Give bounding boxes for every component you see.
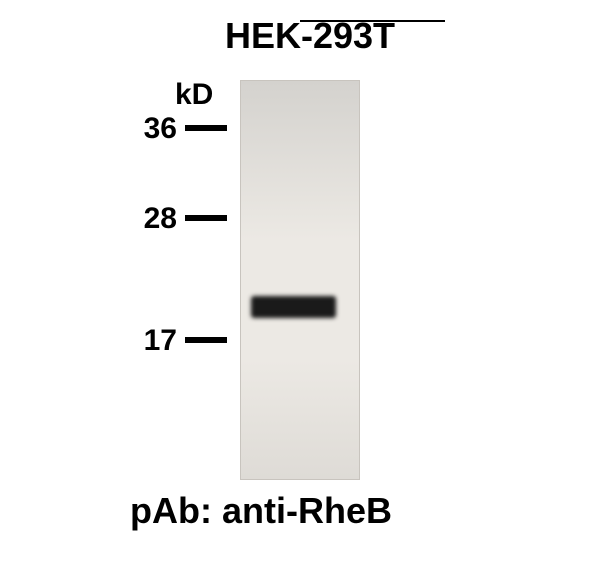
blot-lane [240, 80, 360, 480]
protein-band [251, 296, 336, 318]
antibody-label: pAb: anti-RheB [130, 490, 392, 532]
kd-unit-label: kD [175, 78, 213, 112]
marker-label-36: 36 [132, 112, 177, 146]
sample-label: HEK-293T [225, 15, 395, 57]
western-blot-figure: { "figure": { "top_label": "HEK-293T", "… [0, 0, 605, 568]
marker-label-17: 17 [132, 324, 177, 358]
marker-dash-36 [185, 125, 227, 131]
marker-dash-17 [185, 337, 227, 343]
marker-dash-28 [185, 215, 227, 221]
marker-label-28: 28 [132, 202, 177, 236]
